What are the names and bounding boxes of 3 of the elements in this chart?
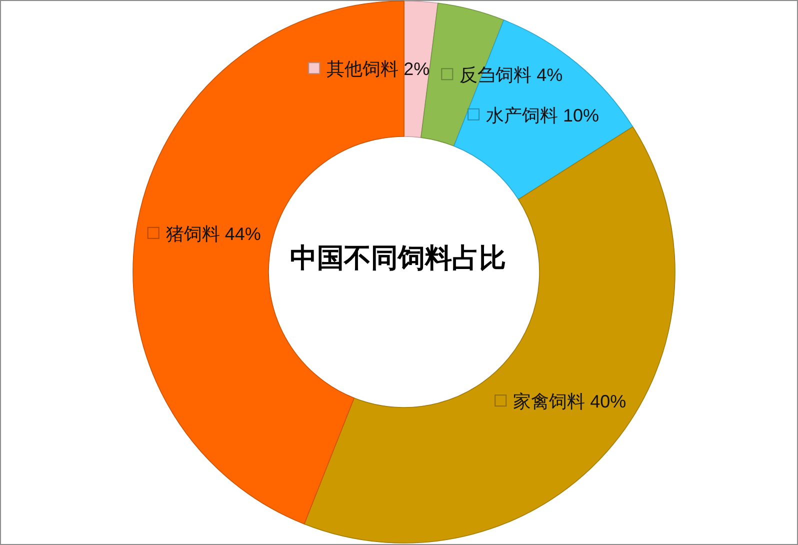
title: 中国不同饲料占比 [290,243,506,273]
legend-label: 猪饲料 44% [166,224,261,244]
legend-label: 其他饲料 2% [326,59,430,80]
